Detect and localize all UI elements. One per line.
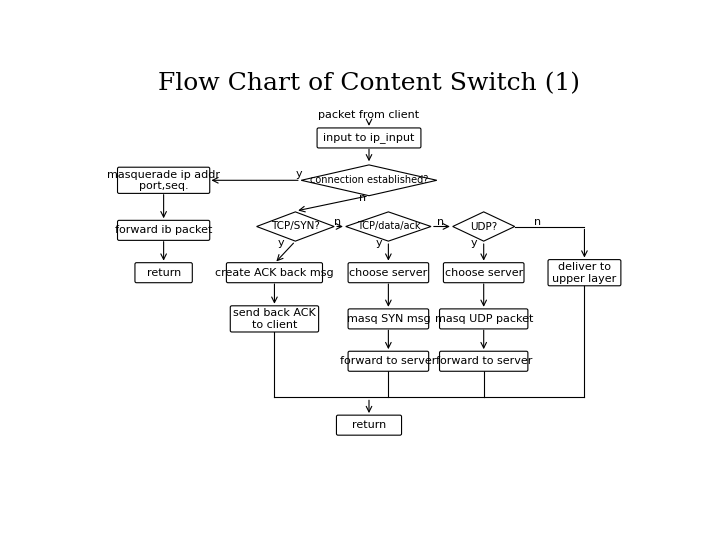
FancyBboxPatch shape [348,309,428,329]
FancyBboxPatch shape [317,128,421,148]
Polygon shape [256,212,334,241]
Text: deliver to
upper layer: deliver to upper layer [552,262,616,284]
Text: return: return [352,420,386,430]
Text: UDP?: UDP? [470,221,498,232]
Text: forward to server: forward to server [340,356,436,366]
FancyBboxPatch shape [348,351,428,372]
FancyBboxPatch shape [230,306,319,332]
Text: masq UDP packet: masq UDP packet [434,314,533,324]
Text: n: n [359,193,366,203]
Polygon shape [301,165,437,195]
FancyBboxPatch shape [439,309,528,329]
Text: y: y [296,169,302,179]
Polygon shape [346,212,431,241]
Text: masq SYN msg: masq SYN msg [346,314,430,324]
Text: choose server: choose server [444,268,523,278]
FancyBboxPatch shape [226,262,323,283]
Text: input to ip_input: input to ip_input [323,132,415,144]
Text: connection established?: connection established? [310,176,428,185]
Text: y: y [471,239,477,248]
Polygon shape [453,212,515,241]
FancyBboxPatch shape [117,220,210,240]
Text: forward ib packet: forward ib packet [115,225,212,235]
Text: masquerade ip addr
port,seq.: masquerade ip addr port,seq. [107,170,220,191]
Text: create ACK back msg: create ACK back msg [215,268,334,278]
FancyBboxPatch shape [348,262,428,283]
Text: TCP/data/ack: TCP/data/ack [356,221,420,232]
Text: n: n [334,217,341,227]
FancyBboxPatch shape [135,262,192,283]
Text: y: y [278,239,284,248]
FancyBboxPatch shape [439,351,528,372]
Text: forward to server: forward to server [436,356,532,366]
Text: Flow Chart of Content Switch (1): Flow Chart of Content Switch (1) [158,72,580,96]
Text: send back ACK
to client: send back ACK to client [233,308,316,330]
Text: n: n [437,217,444,227]
Text: TCP/SYN?: TCP/SYN? [271,221,320,232]
FancyBboxPatch shape [336,415,402,435]
FancyBboxPatch shape [117,167,210,193]
Text: n: n [534,217,541,227]
FancyBboxPatch shape [444,262,524,283]
Text: choose server: choose server [349,268,428,278]
Text: packet from client: packet from client [318,110,420,120]
Text: y: y [376,239,382,248]
Text: return: return [146,268,181,278]
FancyBboxPatch shape [548,260,621,286]
